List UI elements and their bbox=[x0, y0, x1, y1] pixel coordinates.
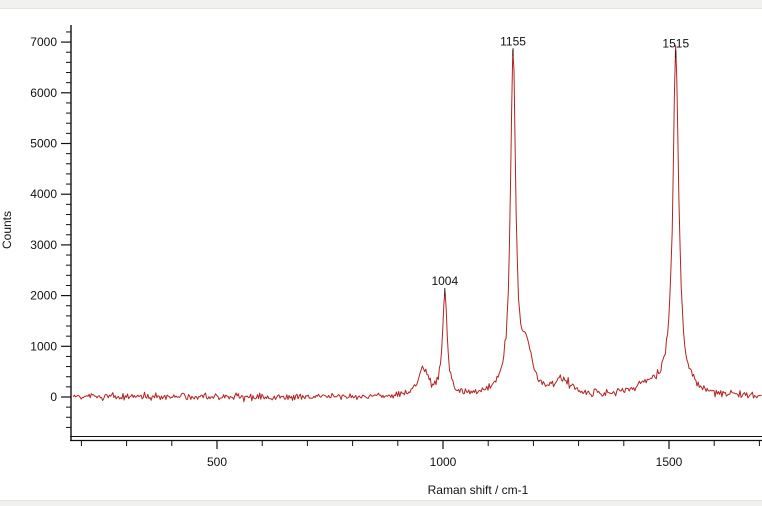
y-tick-label: 3000 bbox=[30, 238, 57, 252]
y-axis-title: Counts bbox=[0, 210, 14, 250]
spectrum-trace bbox=[72, 45, 762, 403]
y-tick-label: 2000 bbox=[30, 289, 57, 303]
window-chrome-top-strip bbox=[0, 0, 762, 9]
peak-label: 1515 bbox=[662, 36, 689, 50]
y-tick-label: 1000 bbox=[30, 339, 57, 353]
y-tick-label: 0 bbox=[50, 390, 57, 404]
y-tick-label: 6000 bbox=[30, 86, 57, 100]
peak-label: 1004 bbox=[431, 274, 458, 288]
peak-label: 1155 bbox=[500, 34, 526, 48]
x-tick-label: 1000 bbox=[430, 455, 457, 469]
window-chrome-bottom-strip bbox=[0, 500, 762, 506]
y-tick-label: 4000 bbox=[30, 187, 57, 201]
x-tick-label: 500 bbox=[207, 455, 227, 469]
y-tick-label: 5000 bbox=[30, 137, 57, 151]
x-axis-title: Raman shift / cm-1 bbox=[427, 483, 529, 497]
y-tick-label: 7000 bbox=[30, 35, 57, 49]
x-tick-label: 1500 bbox=[656, 455, 683, 469]
